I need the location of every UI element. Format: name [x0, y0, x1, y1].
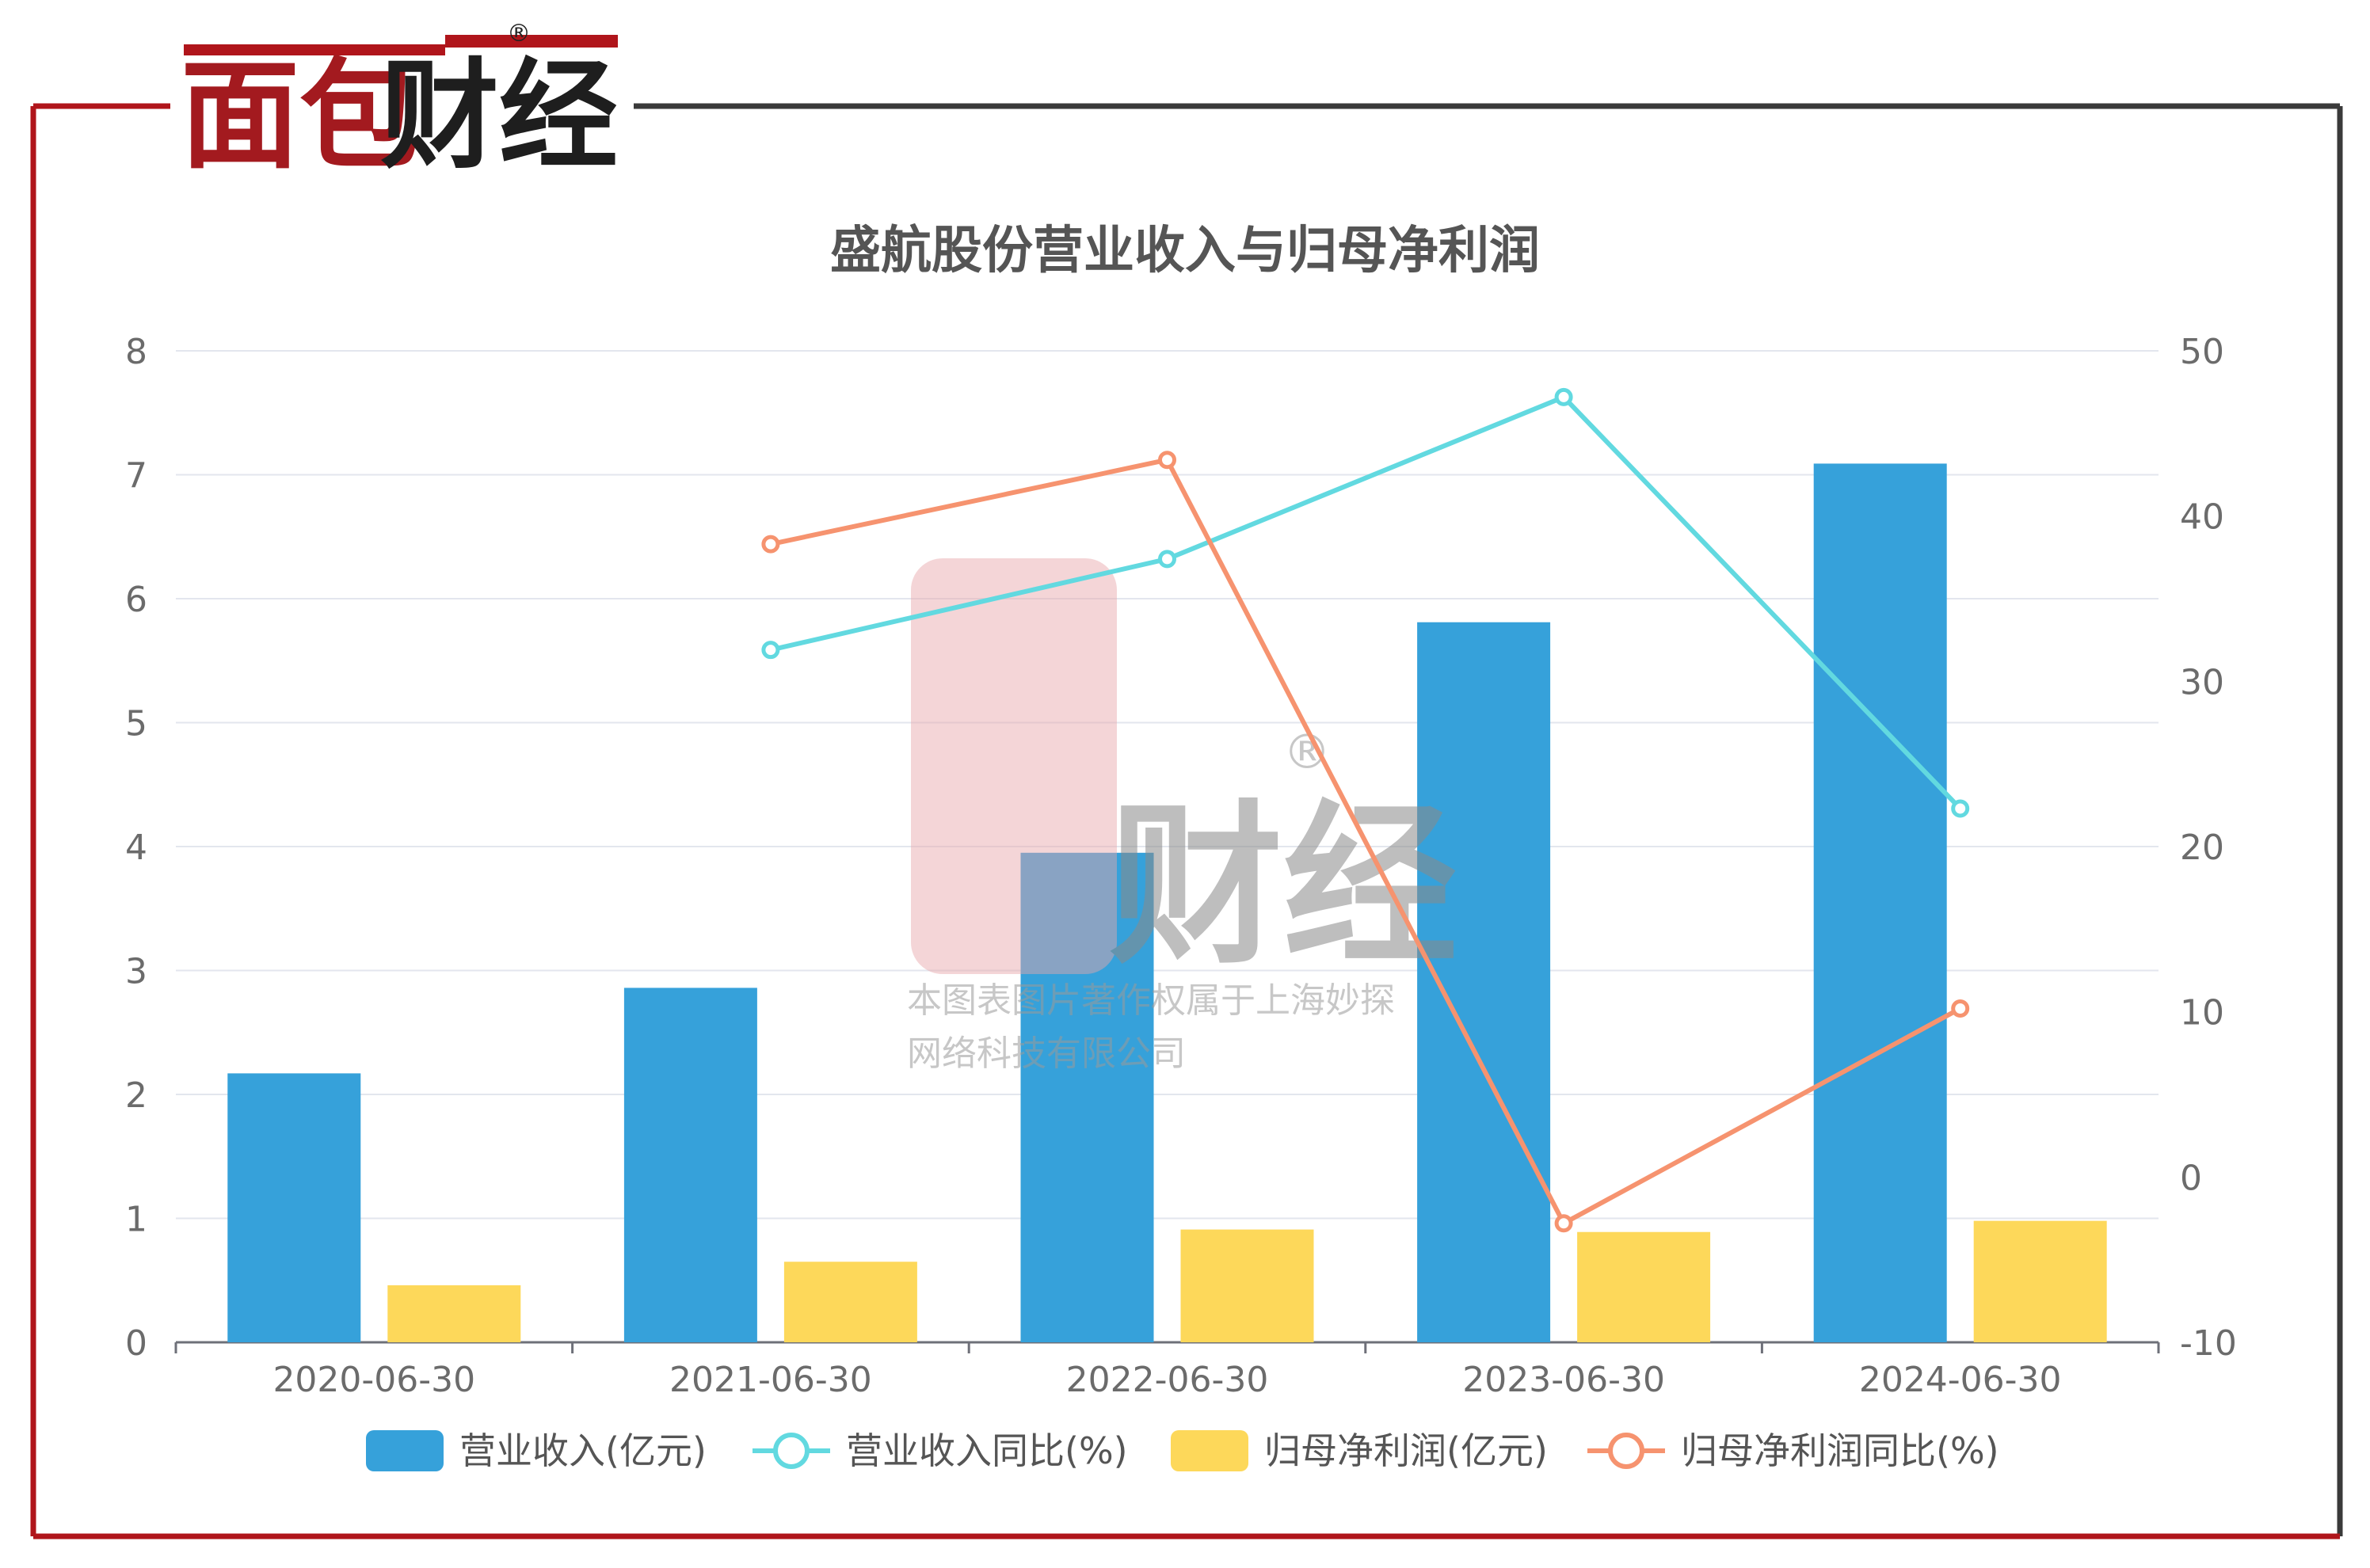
- logo-text: 面包: [181, 48, 418, 185]
- right-axis-ticks: -10 0 10 20 30 40 50: [2180, 332, 2237, 1364]
- x-axis: 2020-06-30 2021-06-30 2022-06-30 2023-06-30…: [174, 1341, 2160, 1400]
- watermark-logo-text: 财经: [1109, 785, 1457, 988]
- right-axis-tick-label: -10: [2180, 1323, 2237, 1364]
- profit-bar: [1577, 1231, 1711, 1342]
- logo-red-accent: [184, 44, 445, 55]
- right-axis-tick-label: 10: [2180, 993, 2224, 1033]
- revenue-yoy-point: [1158, 550, 1176, 569]
- right-axis-tick-label: 0: [2180, 1158, 2202, 1198]
- revenue-bar: [227, 1073, 361, 1342]
- revenue-yoy-point: [1554, 387, 1573, 406]
- right-axis-tick-label: 40: [2180, 497, 2224, 538]
- profit-bar: [783, 1262, 917, 1342]
- profit-yoy-line: [770, 457, 1962, 1227]
- watermark-logo-box: [911, 558, 1117, 974]
- profit-yoy-point: [1158, 451, 1176, 470]
- legend-bar-swatch: [1171, 1430, 1248, 1471]
- profit-bar: [1180, 1229, 1314, 1342]
- revenue-yoy-line: [770, 394, 1962, 811]
- legend-item[interactable]: 归母净利润同比(%): [1587, 1429, 1999, 1472]
- left-axis-tick-label: 5: [125, 704, 147, 744]
- revenue-yoy-point: [1951, 799, 1970, 818]
- left-axis-tick-label: 4: [125, 828, 147, 868]
- right-axis-tick-label: 50: [2180, 332, 2224, 372]
- left-axis-tick-label: 2: [125, 1075, 147, 1116]
- logo-dark-accent: [445, 35, 618, 48]
- watermark-copyright-line2: 网络科技有限公司: [907, 1033, 1186, 1074]
- yoy-lines: [761, 387, 1970, 1233]
- x-axis-tick-label: 2022-06-30: [1066, 1360, 1269, 1400]
- x-axis-tick-label: 2020-06-30: [272, 1360, 475, 1400]
- legend-line-marker: [773, 1433, 810, 1469]
- profit-yoy-point: [1554, 1214, 1573, 1233]
- chart-title: 盛航股份营业收入与归母净利润: [830, 222, 1540, 280]
- left-axis-tick-label: 7: [125, 456, 147, 497]
- left-axis-tick-label: 8: [125, 332, 147, 372]
- x-axis-tick-label: 2021-06-30: [669, 1360, 872, 1400]
- legend-item[interactable]: 营业收入同比(%): [753, 1429, 1128, 1472]
- watermark-copyright-line1: 本图表图片著作权属于上海妙探: [907, 980, 1395, 1021]
- legend-bar-swatch: [366, 1430, 444, 1471]
- registered-mark: ®: [507, 20, 531, 48]
- revenue-bar: [1813, 463, 1947, 1342]
- legend-label: 归母净利润同比(%): [1681, 1429, 1999, 1472]
- left-axis-tick-label: 3: [125, 952, 147, 992]
- right-axis-tick-label: 20: [2180, 828, 2224, 868]
- legend-label: 营业收入(亿元): [459, 1429, 707, 1472]
- legend-line-marker: [1608, 1433, 1644, 1469]
- left-axis-tick-label: 0: [125, 1323, 147, 1364]
- x-axis-tick-label: 2024-06-30: [1859, 1360, 2062, 1400]
- legend-label: 归母净利润(亿元): [1264, 1429, 1548, 1472]
- bars: [227, 463, 2107, 1342]
- revenue-bar: [1020, 852, 1154, 1342]
- brand-logo: 面包 财经 ®: [181, 20, 618, 185]
- profit-bar: [387, 1285, 521, 1342]
- left-axis-tick-label: 6: [125, 580, 147, 620]
- left-axis-ticks: 0 1 2 3 4 5 6 7 8: [125, 332, 147, 1364]
- right-axis-tick-label: 30: [2180, 662, 2224, 702]
- legend-item[interactable]: 营业收入(亿元): [366, 1429, 707, 1472]
- revenue-bar: [623, 988, 757, 1342]
- profit-bar: [1973, 1220, 2107, 1342]
- legend-label: 营业收入同比(%): [846, 1429, 1128, 1472]
- left-axis-tick-label: 1: [125, 1200, 147, 1240]
- watermark: 财经 ® 本图表图片著作权属于上海妙探 网络科技有限公司: [907, 558, 1457, 1074]
- legend: 营业收入(亿元) 营业收入同比(%) 归母净利润(亿元) 归母净利润同比(%): [366, 1429, 1999, 1472]
- profit-yoy-point: [761, 535, 780, 554]
- profit-yoy-point: [1951, 999, 1970, 1018]
- x-axis-tick-label: 2023-06-30: [1462, 1360, 1665, 1400]
- logo-text-dark: 财经: [380, 48, 618, 185]
- revenue-yoy-point: [761, 641, 780, 660]
- legend-item[interactable]: 归母净利润(亿元): [1171, 1429, 1548, 1472]
